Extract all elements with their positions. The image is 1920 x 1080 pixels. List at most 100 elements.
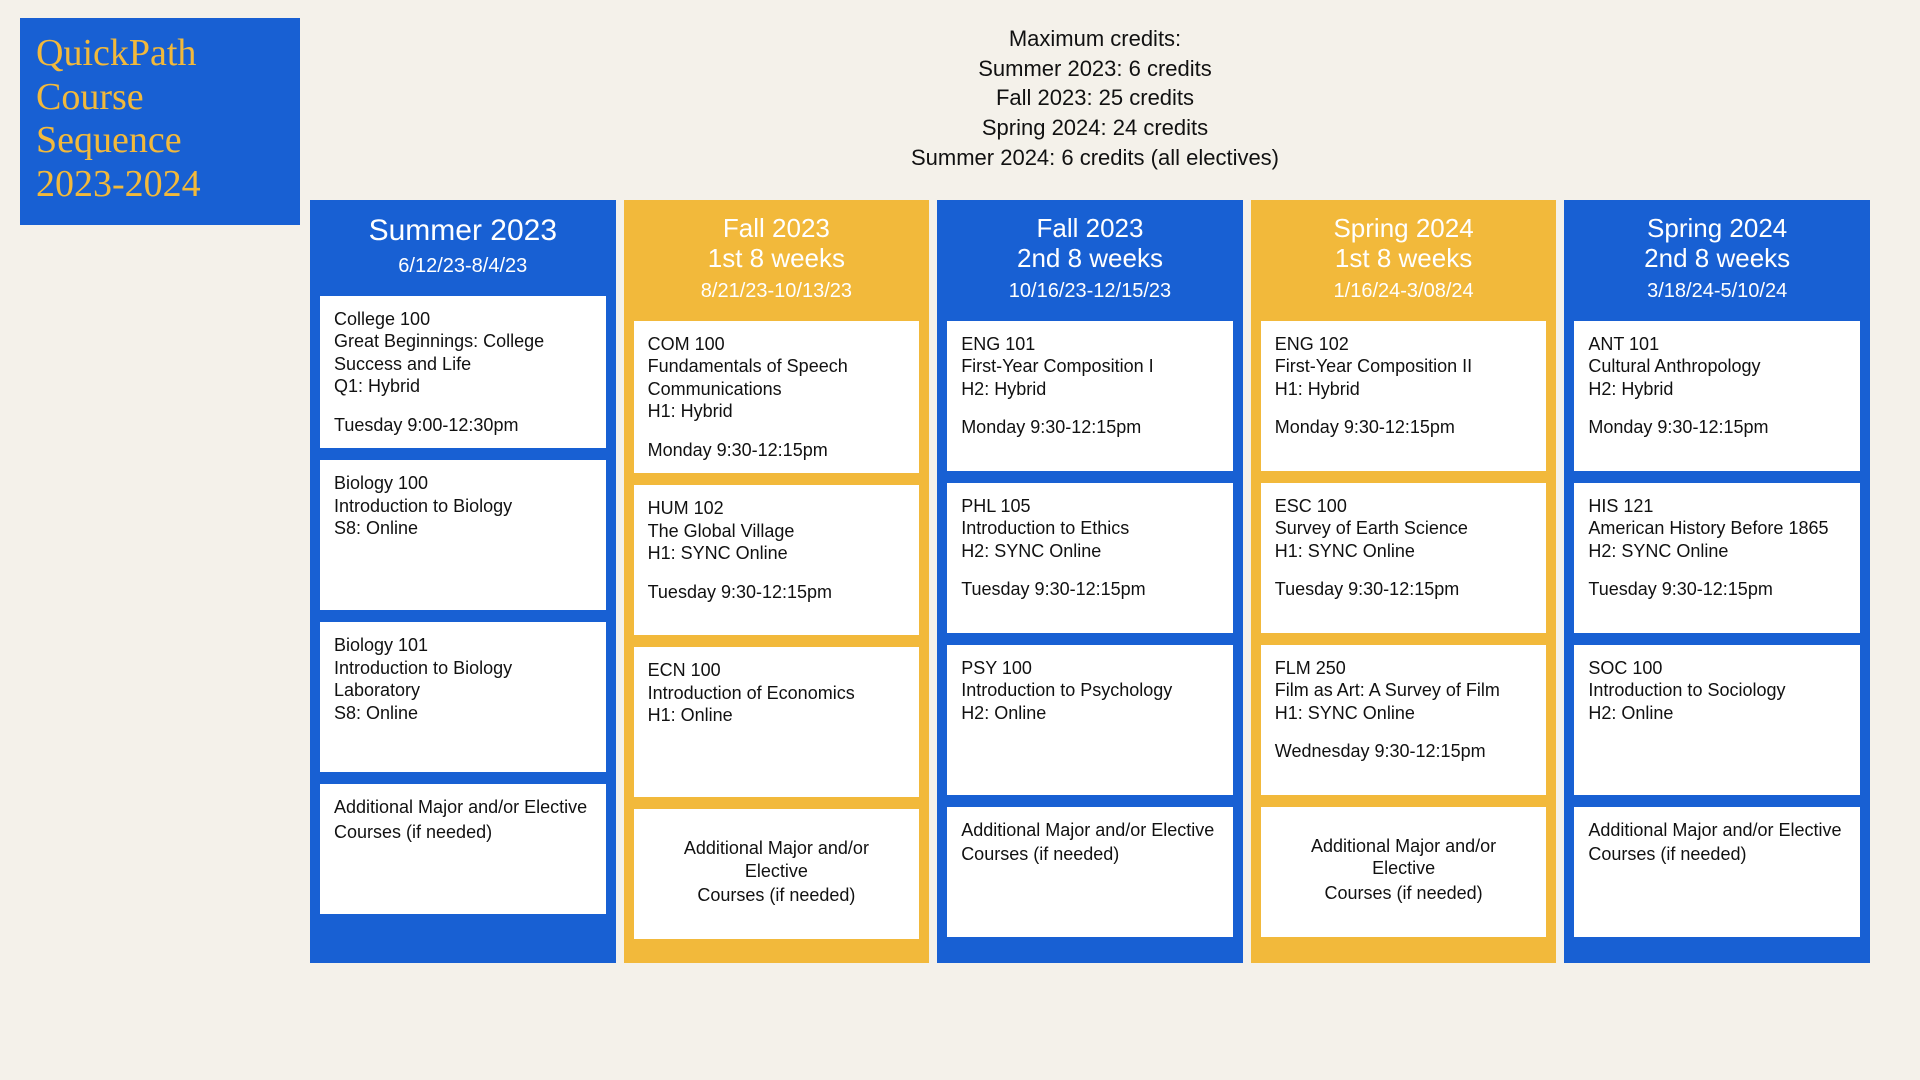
elective-line-1a: Additional Major and/or <box>648 837 906 860</box>
course-card: FLM 250 Film as Art: A Survey of Film H1… <box>1261 645 1547 795</box>
course-code: Biology 100 <box>334 472 592 495</box>
course-title: Introduction to Ethics <box>961 517 1219 540</box>
term-dates: 10/16/23-12/15/23 <box>951 280 1229 303</box>
course-mode: H1: SYNC Online <box>1275 540 1533 563</box>
term-header: Summer 2023 6/12/23-8/4/23 <box>320 200 606 296</box>
course-title: Introduction to Sociology <box>1588 679 1846 702</box>
course-mode: H2: Hybrid <box>961 378 1219 401</box>
term-name: Fall 2023 <box>638 214 916 244</box>
course-title: Introduction to Biology <box>334 495 592 518</box>
elective-line-1a: Additional Major and/or <box>1275 835 1533 858</box>
course-title: The Global Village <box>648 520 906 543</box>
elective-line-2: Courses (if needed) <box>1588 843 1846 866</box>
term-column-spring-2: Spring 2024 2nd 8 weeks 3/18/24-5/10/24 … <box>1564 200 1870 963</box>
course-card: COM 100 Fundamentals of Speech Communica… <box>634 321 920 474</box>
course-title: American History Before 1865 <box>1588 517 1846 540</box>
elective-line-2: Courses (if needed) <box>334 821 592 844</box>
course-time: Tuesday 9:00-12:30pm <box>334 414 592 437</box>
course-time: Tuesday 9:30-12:15pm <box>961 578 1219 601</box>
credits-line: Summer 2024: 6 credits (all electives) <box>310 143 1880 173</box>
course-card: ANT 101 Cultural Anthropology H2: Hybrid… <box>1574 321 1860 471</box>
term-name: Summer 2023 <box>324 214 602 249</box>
course-code: FLM 250 <box>1275 657 1533 680</box>
elective-card: Additional Major and/or Elective Courses… <box>320 784 606 914</box>
course-title: First-Year Composition II <box>1275 355 1533 378</box>
course-title: Film as Art: A Survey of Film <box>1275 679 1533 702</box>
credits-line: Maximum credits: <box>310 24 1880 54</box>
course-code: ESC 100 <box>1275 495 1533 518</box>
course-code: ECN 100 <box>648 659 906 682</box>
course-card: Biology 101 Introduction to Biology Labo… <box>320 622 606 772</box>
course-card: ECN 100 Introduction of Economics H1: On… <box>634 647 920 797</box>
course-title: Cultural Anthropology <box>1588 355 1846 378</box>
course-title: First-Year Composition I <box>961 355 1219 378</box>
credits-block: Maximum credits: Summer 2023: 6 credits … <box>310 24 1880 172</box>
title-line-2: Course <box>36 76 284 120</box>
term-header: Fall 2023 2nd 8 weeks 10/16/23-12/15/23 <box>947 200 1233 321</box>
course-card: HUM 102 The Global Village H1: SYNC Onli… <box>634 485 920 635</box>
elective-line-2: Courses (if needed) <box>648 884 906 907</box>
elective-card: Additional Major and/or Elective Courses… <box>1574 807 1860 937</box>
course-mode: H1: Hybrid <box>1275 378 1533 401</box>
course-code: ENG 101 <box>961 333 1219 356</box>
term-column-fall-1: Fall 2023 1st 8 weeks 8/21/23-10/13/23 C… <box>624 200 930 963</box>
course-card: Biology 100 Introduction to Biology S8: … <box>320 460 606 610</box>
course-mode: H2: Online <box>1588 702 1846 725</box>
course-code: HIS 121 <box>1588 495 1846 518</box>
elective-line-2: Courses (if needed) <box>961 843 1219 866</box>
course-card: ENG 101 First-Year Composition I H2: Hyb… <box>947 321 1233 471</box>
course-mode: S8: Online <box>334 517 592 540</box>
term-dates: 1/16/24-3/08/24 <box>1265 280 1543 303</box>
elective-card: Additional Major and/or Elective Courses… <box>1261 807 1547 937</box>
term-sub: 2nd 8 weeks <box>1578 244 1856 274</box>
course-mode: H2: SYNC Online <box>961 540 1219 563</box>
course-card: ENG 102 First-Year Composition II H1: Hy… <box>1261 321 1547 471</box>
elective-card: Additional Major and/or Elective Courses… <box>947 807 1233 937</box>
elective-line-1: Additional Major and/or Elective <box>334 796 592 819</box>
title-line-1: QuickPath <box>36 32 284 76</box>
course-mode: H1: Hybrid <box>648 400 906 423</box>
elective-line-1: Additional Major and/or Elective <box>961 819 1219 842</box>
course-title: Introduction to Biology Laboratory <box>334 657 592 702</box>
course-mode: Q1: Hybrid <box>334 375 592 398</box>
term-header: Spring 2024 2nd 8 weeks 3/18/24-5/10/24 <box>1574 200 1860 321</box>
course-code: ANT 101 <box>1588 333 1846 356</box>
title-line-3: Sequence <box>36 119 284 163</box>
course-card: SOC 100 Introduction to Sociology H2: On… <box>1574 645 1860 795</box>
course-title: Fundamentals of Speech Communications <box>648 355 906 400</box>
course-title: Survey of Earth Science <box>1275 517 1533 540</box>
course-grid: Summer 2023 6/12/23-8/4/23 College 100 G… <box>310 200 1870 963</box>
elective-line-1b: Elective <box>1275 857 1533 880</box>
course-code: HUM 102 <box>648 497 906 520</box>
course-card: HIS 121 American History Before 1865 H2:… <box>1574 483 1860 633</box>
course-title: Introduction of Economics <box>648 682 906 705</box>
course-mode: H1: Online <box>648 704 906 727</box>
term-column-summer-2023: Summer 2023 6/12/23-8/4/23 College 100 G… <box>310 200 616 963</box>
term-dates: 8/21/23-10/13/23 <box>638 280 916 303</box>
course-mode: S8: Online <box>334 702 592 725</box>
credits-line: Fall 2023: 25 credits <box>310 83 1880 113</box>
credits-line: Summer 2023: 6 credits <box>310 54 1880 84</box>
course-mode: H2: Online <box>961 702 1219 725</box>
page-title-box: QuickPath Course Sequence 2023-2024 <box>20 18 300 225</box>
term-column-fall-2: Fall 2023 2nd 8 weeks 10/16/23-12/15/23 … <box>937 200 1243 963</box>
elective-line-2: Courses (if needed) <box>1275 882 1533 905</box>
term-sub: 1st 8 weeks <box>1265 244 1543 274</box>
course-card: ESC 100 Survey of Earth Science H1: SYNC… <box>1261 483 1547 633</box>
course-time: Monday 9:30-12:15pm <box>961 416 1219 439</box>
term-name: Fall 2023 <box>951 214 1229 244</box>
term-sub: 2nd 8 weeks <box>951 244 1229 274</box>
course-code: ENG 102 <box>1275 333 1533 356</box>
course-code: SOC 100 <box>1588 657 1846 680</box>
course-code: PSY 100 <box>961 657 1219 680</box>
elective-card: Additional Major and/or Elective Courses… <box>634 809 920 939</box>
course-mode: H1: SYNC Online <box>648 542 906 565</box>
course-time: Tuesday 9:30-12:15pm <box>1588 578 1846 601</box>
course-time: Tuesday 9:30-12:15pm <box>1275 578 1533 601</box>
term-header: Spring 2024 1st 8 weeks 1/16/24-3/08/24 <box>1261 200 1547 321</box>
course-card: College 100 Great Beginnings: College Su… <box>320 296 606 449</box>
title-line-4: 2023-2024 <box>36 163 284 207</box>
term-column-spring-1: Spring 2024 1st 8 weeks 1/16/24-3/08/24 … <box>1251 200 1557 963</box>
course-code: PHL 105 <box>961 495 1219 518</box>
term-name: Spring 2024 <box>1265 214 1543 244</box>
